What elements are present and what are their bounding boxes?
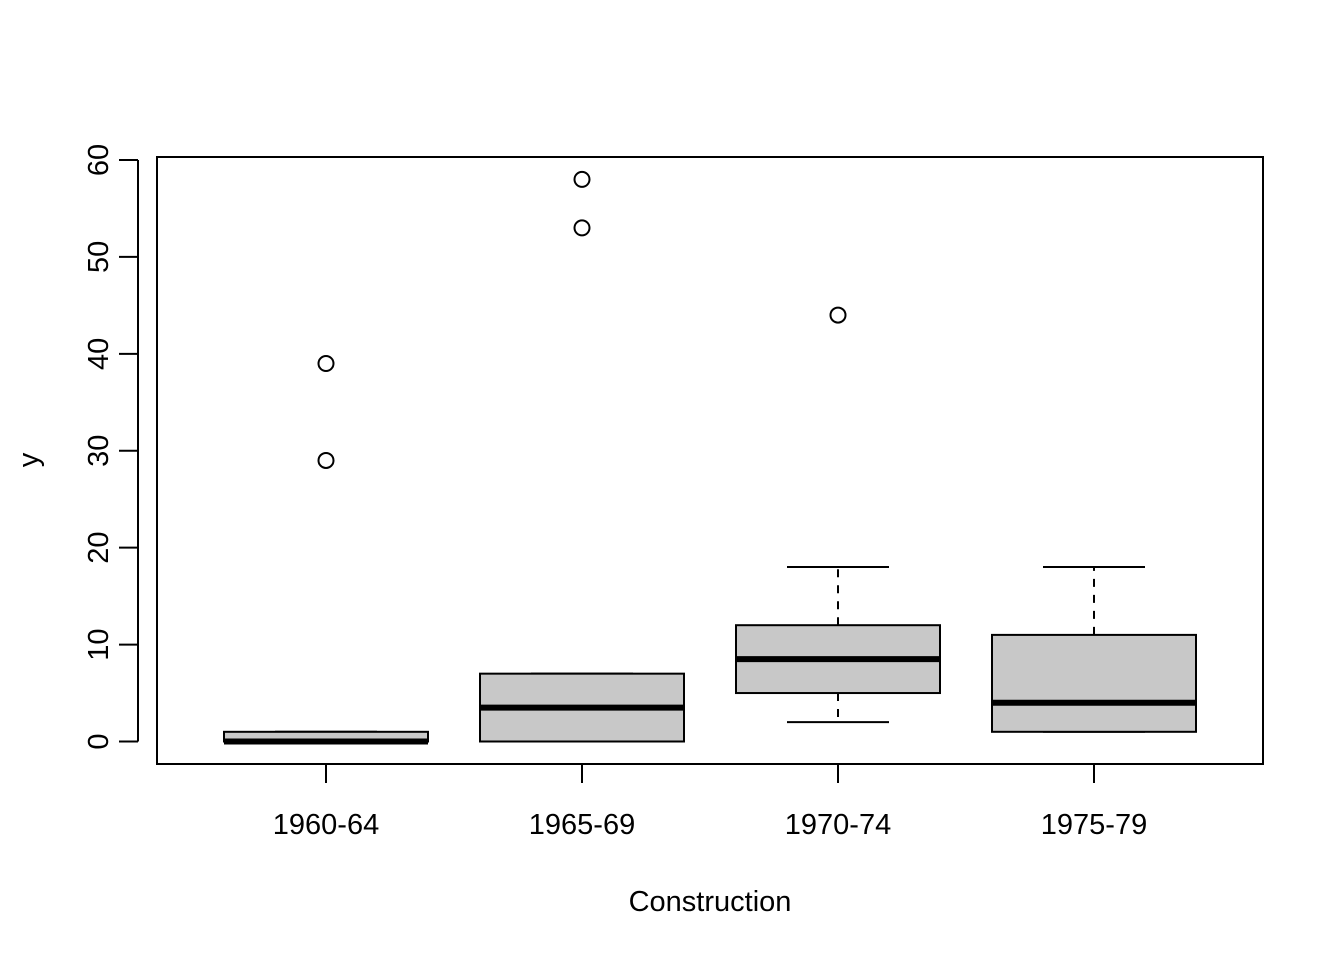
y-tick-label: 20 (83, 532, 115, 564)
box-iqr (991, 633, 1197, 733)
outlier-point (317, 355, 335, 373)
x-axis-title: Construction (629, 886, 792, 918)
y-tick-label: 40 (83, 338, 115, 370)
y-axis-title: y (13, 452, 45, 467)
y-tick-label: 10 (83, 628, 115, 660)
boxes-layer (223, 170, 1197, 745)
outlier-point (829, 306, 847, 324)
x-tick-label: 1960-64 (273, 809, 379, 841)
box-group-1965-69 (479, 170, 685, 743)
x-axis: 1960-64 1965-69 1970-74 1975-79 (273, 763, 1147, 841)
x-tick-label: 1970-74 (785, 809, 891, 841)
box-group-1970-74 (735, 306, 941, 724)
box-group-1960-64 (223, 355, 429, 745)
outlier-point (573, 170, 591, 188)
x-tick-label: 1975-79 (1041, 809, 1147, 841)
y-tick-label: 50 (83, 241, 115, 273)
y-axis: 0 10 20 30 40 50 60 (83, 144, 139, 750)
y-tick-label: 0 (83, 733, 115, 749)
y-tick-label: 30 (83, 435, 115, 467)
box-group-1975-79 (991, 566, 1197, 733)
outlier-point (573, 219, 591, 237)
y-tick-label: 60 (83, 144, 115, 176)
x-tick-label: 1965-69 (529, 809, 635, 841)
outlier-point (317, 451, 335, 469)
